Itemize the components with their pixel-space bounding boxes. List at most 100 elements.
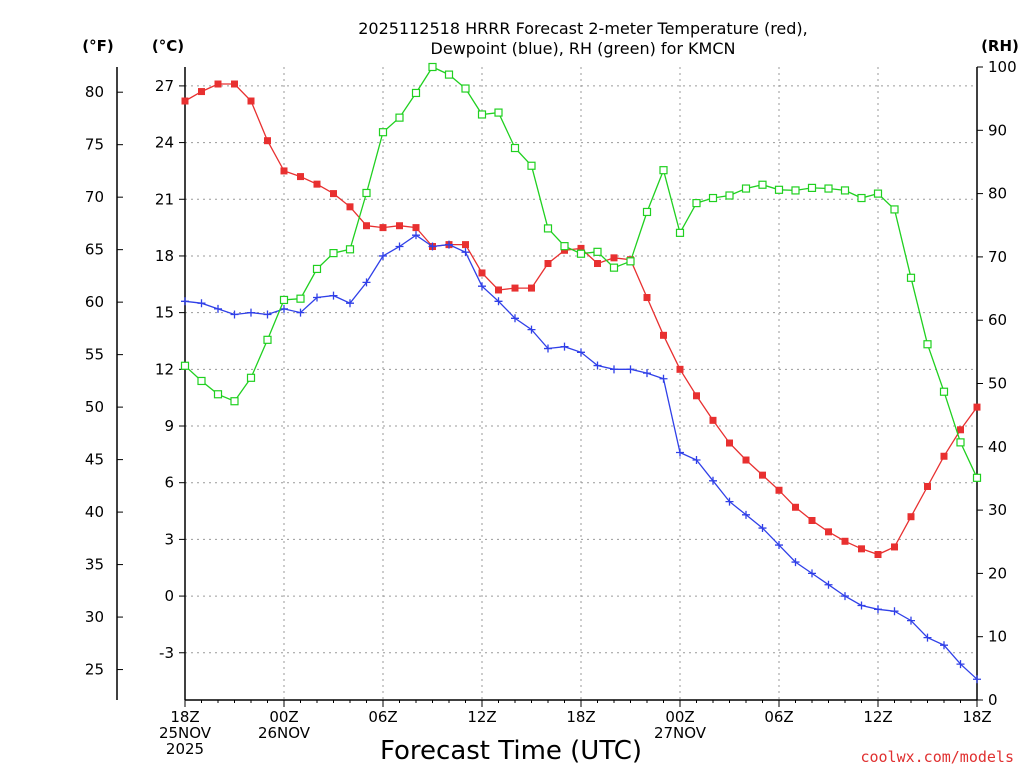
dewpoint-point xyxy=(181,297,189,306)
temperature-point xyxy=(198,88,205,96)
temperature-point xyxy=(660,331,667,339)
rh-tick-label: 60 xyxy=(988,311,1007,329)
dewpoint-point xyxy=(544,344,552,353)
dewpoint-point xyxy=(956,660,965,669)
temperature-point xyxy=(214,80,222,88)
rh-point xyxy=(279,295,289,305)
dewpoint-point xyxy=(923,633,932,642)
rh-point xyxy=(197,376,206,386)
fahrenheit-tick-label: 45 xyxy=(85,451,104,469)
dewpoint-point xyxy=(808,569,816,578)
temperature-point xyxy=(396,222,403,230)
temperature-point xyxy=(940,452,948,460)
temperature-point xyxy=(462,241,469,249)
dewpoint-point xyxy=(494,297,503,306)
rh-tick-label: 20 xyxy=(988,564,1007,582)
celsius-tick-label: 18 xyxy=(155,247,174,265)
chart-title-line-2: Dewpoint (blue), RH (green) for KMCN xyxy=(431,39,736,58)
rh-point xyxy=(560,242,569,251)
dewpoint-point xyxy=(775,541,783,550)
temperature-point xyxy=(181,97,189,105)
rh-point xyxy=(725,191,734,200)
temperature-point xyxy=(346,203,354,211)
temperature-point xyxy=(363,222,370,230)
time-tick-label: 27NOV xyxy=(654,724,707,742)
dewpoint-point xyxy=(329,291,338,300)
temperature-point xyxy=(528,284,535,292)
celsius-tick-label: 3 xyxy=(164,530,174,548)
rh-point xyxy=(609,263,619,272)
dewpoint-point xyxy=(197,299,206,308)
dewpoint-point xyxy=(692,456,701,465)
rh-point xyxy=(576,249,586,258)
dewpoint-point xyxy=(346,299,354,308)
time-tick-label: 18Z xyxy=(962,708,991,726)
rh-tick-label: 0 xyxy=(988,691,998,709)
temperature-point xyxy=(693,392,700,400)
dewpoint-point xyxy=(907,616,915,625)
rh-point xyxy=(758,180,767,189)
time-tick-label: 00Z xyxy=(269,708,298,726)
time-tick-label: 18Z xyxy=(170,708,199,726)
temperature-point xyxy=(759,471,766,479)
rh-point xyxy=(543,224,553,233)
rh-point xyxy=(708,193,718,203)
rh-point xyxy=(312,264,322,274)
fahrenheit-tick-label: 65 xyxy=(85,241,104,259)
celsius-unit-label: (°C) xyxy=(152,37,184,55)
rh-point xyxy=(840,186,850,195)
rh-point xyxy=(675,228,685,237)
dewpoint-point xyxy=(626,365,635,374)
celsius-tick-label: 15 xyxy=(155,304,174,322)
rh-point xyxy=(362,188,371,198)
dewpoint-point xyxy=(659,374,668,383)
celsius-tick-label: 21 xyxy=(155,190,174,208)
fahrenheit-tick-label: 40 xyxy=(85,503,104,521)
rh-tick-label: 10 xyxy=(988,628,1007,646)
rh-point xyxy=(444,70,454,79)
temperature-point xyxy=(742,456,750,464)
x-axis-title: Forecast Time (UTC) xyxy=(380,736,642,766)
dewpoint-point xyxy=(890,607,899,616)
dewpoint-point xyxy=(857,601,866,610)
celsius-tick-label: 6 xyxy=(164,474,174,492)
rh-tick-label: 100 xyxy=(988,58,1017,76)
dewpoint-point xyxy=(527,325,536,334)
rh-point xyxy=(411,88,421,98)
rh-tick-label: 70 xyxy=(988,248,1007,266)
rh-point xyxy=(774,185,784,194)
temperature-point xyxy=(924,482,931,490)
fahrenheit-unit-label: (°F) xyxy=(82,37,113,55)
dewpoint-point xyxy=(428,242,437,251)
temperature-point xyxy=(643,294,651,302)
time-tick-label: 06Z xyxy=(368,708,397,726)
dewpoint-point xyxy=(725,497,734,506)
temperature-point xyxy=(808,516,816,524)
temperature-point xyxy=(330,190,337,198)
rh-point xyxy=(791,186,800,195)
rh-tick-label: 80 xyxy=(988,185,1007,203)
rh-point xyxy=(972,473,982,482)
temperature-point xyxy=(825,528,832,536)
rh-point xyxy=(329,249,338,258)
rh-point xyxy=(593,247,602,256)
dewpoint-point xyxy=(214,304,222,313)
rh-tick-label: 40 xyxy=(988,438,1007,456)
rh-tick-label: 50 xyxy=(988,375,1007,393)
dewpoint-point xyxy=(511,314,519,323)
temperature-point xyxy=(973,403,981,411)
temperature-point xyxy=(247,97,255,105)
temperature-point xyxy=(313,180,321,188)
fahrenheit-tick-label: 30 xyxy=(85,608,104,626)
temperature-point xyxy=(874,551,882,559)
rh-point xyxy=(824,184,833,193)
rh-tick-label: 90 xyxy=(988,121,1007,139)
dewpoint-point xyxy=(478,282,486,291)
temperature-point xyxy=(231,80,238,88)
dewpoint-point xyxy=(577,348,585,357)
dewpoint-point xyxy=(709,476,717,485)
temperature-point xyxy=(792,503,799,511)
fahrenheit-tick-label: 60 xyxy=(85,293,104,311)
